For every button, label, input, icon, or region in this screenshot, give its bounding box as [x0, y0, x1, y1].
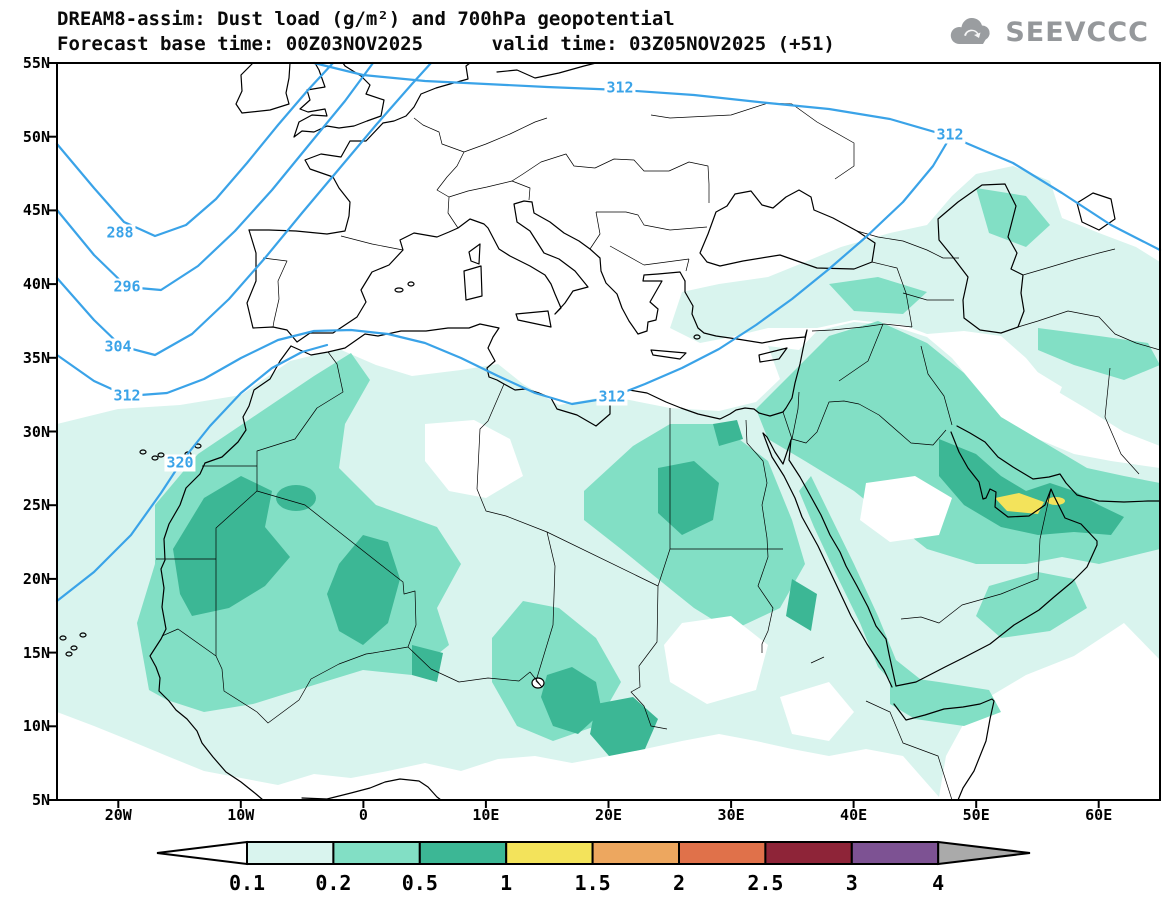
contour-312-south: [55, 132, 954, 406]
colorbar-tick: 0.2: [315, 871, 352, 895]
axis-ticks: [49, 62, 1100, 808]
lon-label: 20W: [104, 806, 132, 824]
lat-label: 5N: [31, 791, 50, 809]
lon-label: 50E: [962, 806, 990, 824]
colorbar-tick: 1.5: [574, 871, 611, 895]
lat-label: 30N: [22, 422, 50, 441]
lat-label: 45N: [22, 201, 50, 220]
lat-label: 15N: [22, 643, 50, 662]
contour-label-304: 304: [102, 337, 134, 356]
contour-label-312-top: 312: [604, 78, 636, 97]
lon-label: 30E: [717, 806, 745, 824]
colorbar-tick: 0.1: [228, 871, 266, 895]
colorbar-tick: 4: [932, 871, 945, 895]
country-borders: [156, 102, 1161, 801]
colorbar-band-2p5: [764, 841, 853, 865]
contour-label-312-mid: 312: [596, 387, 628, 406]
lon-label: 40E: [840, 806, 868, 824]
dust-clear-holes: [425, 365, 1062, 741]
contour-312-north: [312, 61, 1162, 252]
colorbar-above-arrow: [937, 840, 1031, 866]
lat-label: 50N: [22, 127, 50, 146]
colorbar-below-arrow: [156, 840, 248, 866]
lon-label: 60E: [1085, 806, 1113, 824]
colorbar-tick: 1: [500, 871, 513, 895]
lon-label: 10W: [227, 806, 255, 824]
lat-label: 55N: [22, 54, 50, 72]
lon-label: 10E: [472, 806, 500, 824]
colorbar-tick: 2.5: [747, 871, 784, 895]
geopotential-contours: [55, 61, 1162, 603]
lat-label: 25N: [22, 496, 50, 515]
seevccc-logo: SEEVCCC: [946, 16, 1149, 48]
colorbar-band-0p2: [332, 841, 421, 865]
lat-label: 40N: [22, 275, 50, 294]
page-title: DREAM8-assim: Dust load (g/m²) and 700hP…: [57, 8, 675, 30]
contour-label-288: 288: [104, 223, 136, 242]
colorbar-band-1: [505, 841, 594, 865]
contour-label-312-right: 312: [934, 125, 966, 144]
lat-label: 20N: [22, 569, 50, 588]
colorbar-tick: 3: [845, 871, 858, 895]
contour-label-320: 320: [164, 453, 196, 472]
contour-label-312-west: 312: [111, 386, 143, 405]
lon-label: 0: [358, 806, 368, 824]
contour-label-296: 296: [111, 277, 143, 296]
colorbar-band-1p5: [591, 841, 681, 865]
cloud-icon: [946, 16, 998, 48]
lon-label: 20E: [594, 806, 623, 824]
dust-region-1: [995, 493, 1065, 514]
contour-288: [55, 61, 335, 238]
page-subtitle: Forecast base time: 00Z03NOV2025 valid t…: [57, 33, 835, 55]
colorbar-band-0p1: [246, 841, 335, 865]
forecast-map: [49, 61, 1162, 808]
colorbar-tick: 0.5: [401, 871, 438, 895]
colorbar-tick: 2: [672, 871, 686, 895]
logo-text: SEEVCCC: [1005, 16, 1149, 48]
lat-label: 10N: [22, 717, 50, 736]
nile-river: [745, 419, 774, 653]
contour-320: [55, 343, 329, 603]
lat-label: 35N: [22, 348, 50, 367]
colorbar-band-3: [850, 841, 940, 865]
dust-region-0p5: [173, 420, 1124, 756]
colorbar: [156, 840, 1031, 866]
contour-296: [55, 61, 375, 292]
colorbar-band-2: [678, 841, 767, 865]
colorbar-band-0p5: [418, 841, 508, 865]
